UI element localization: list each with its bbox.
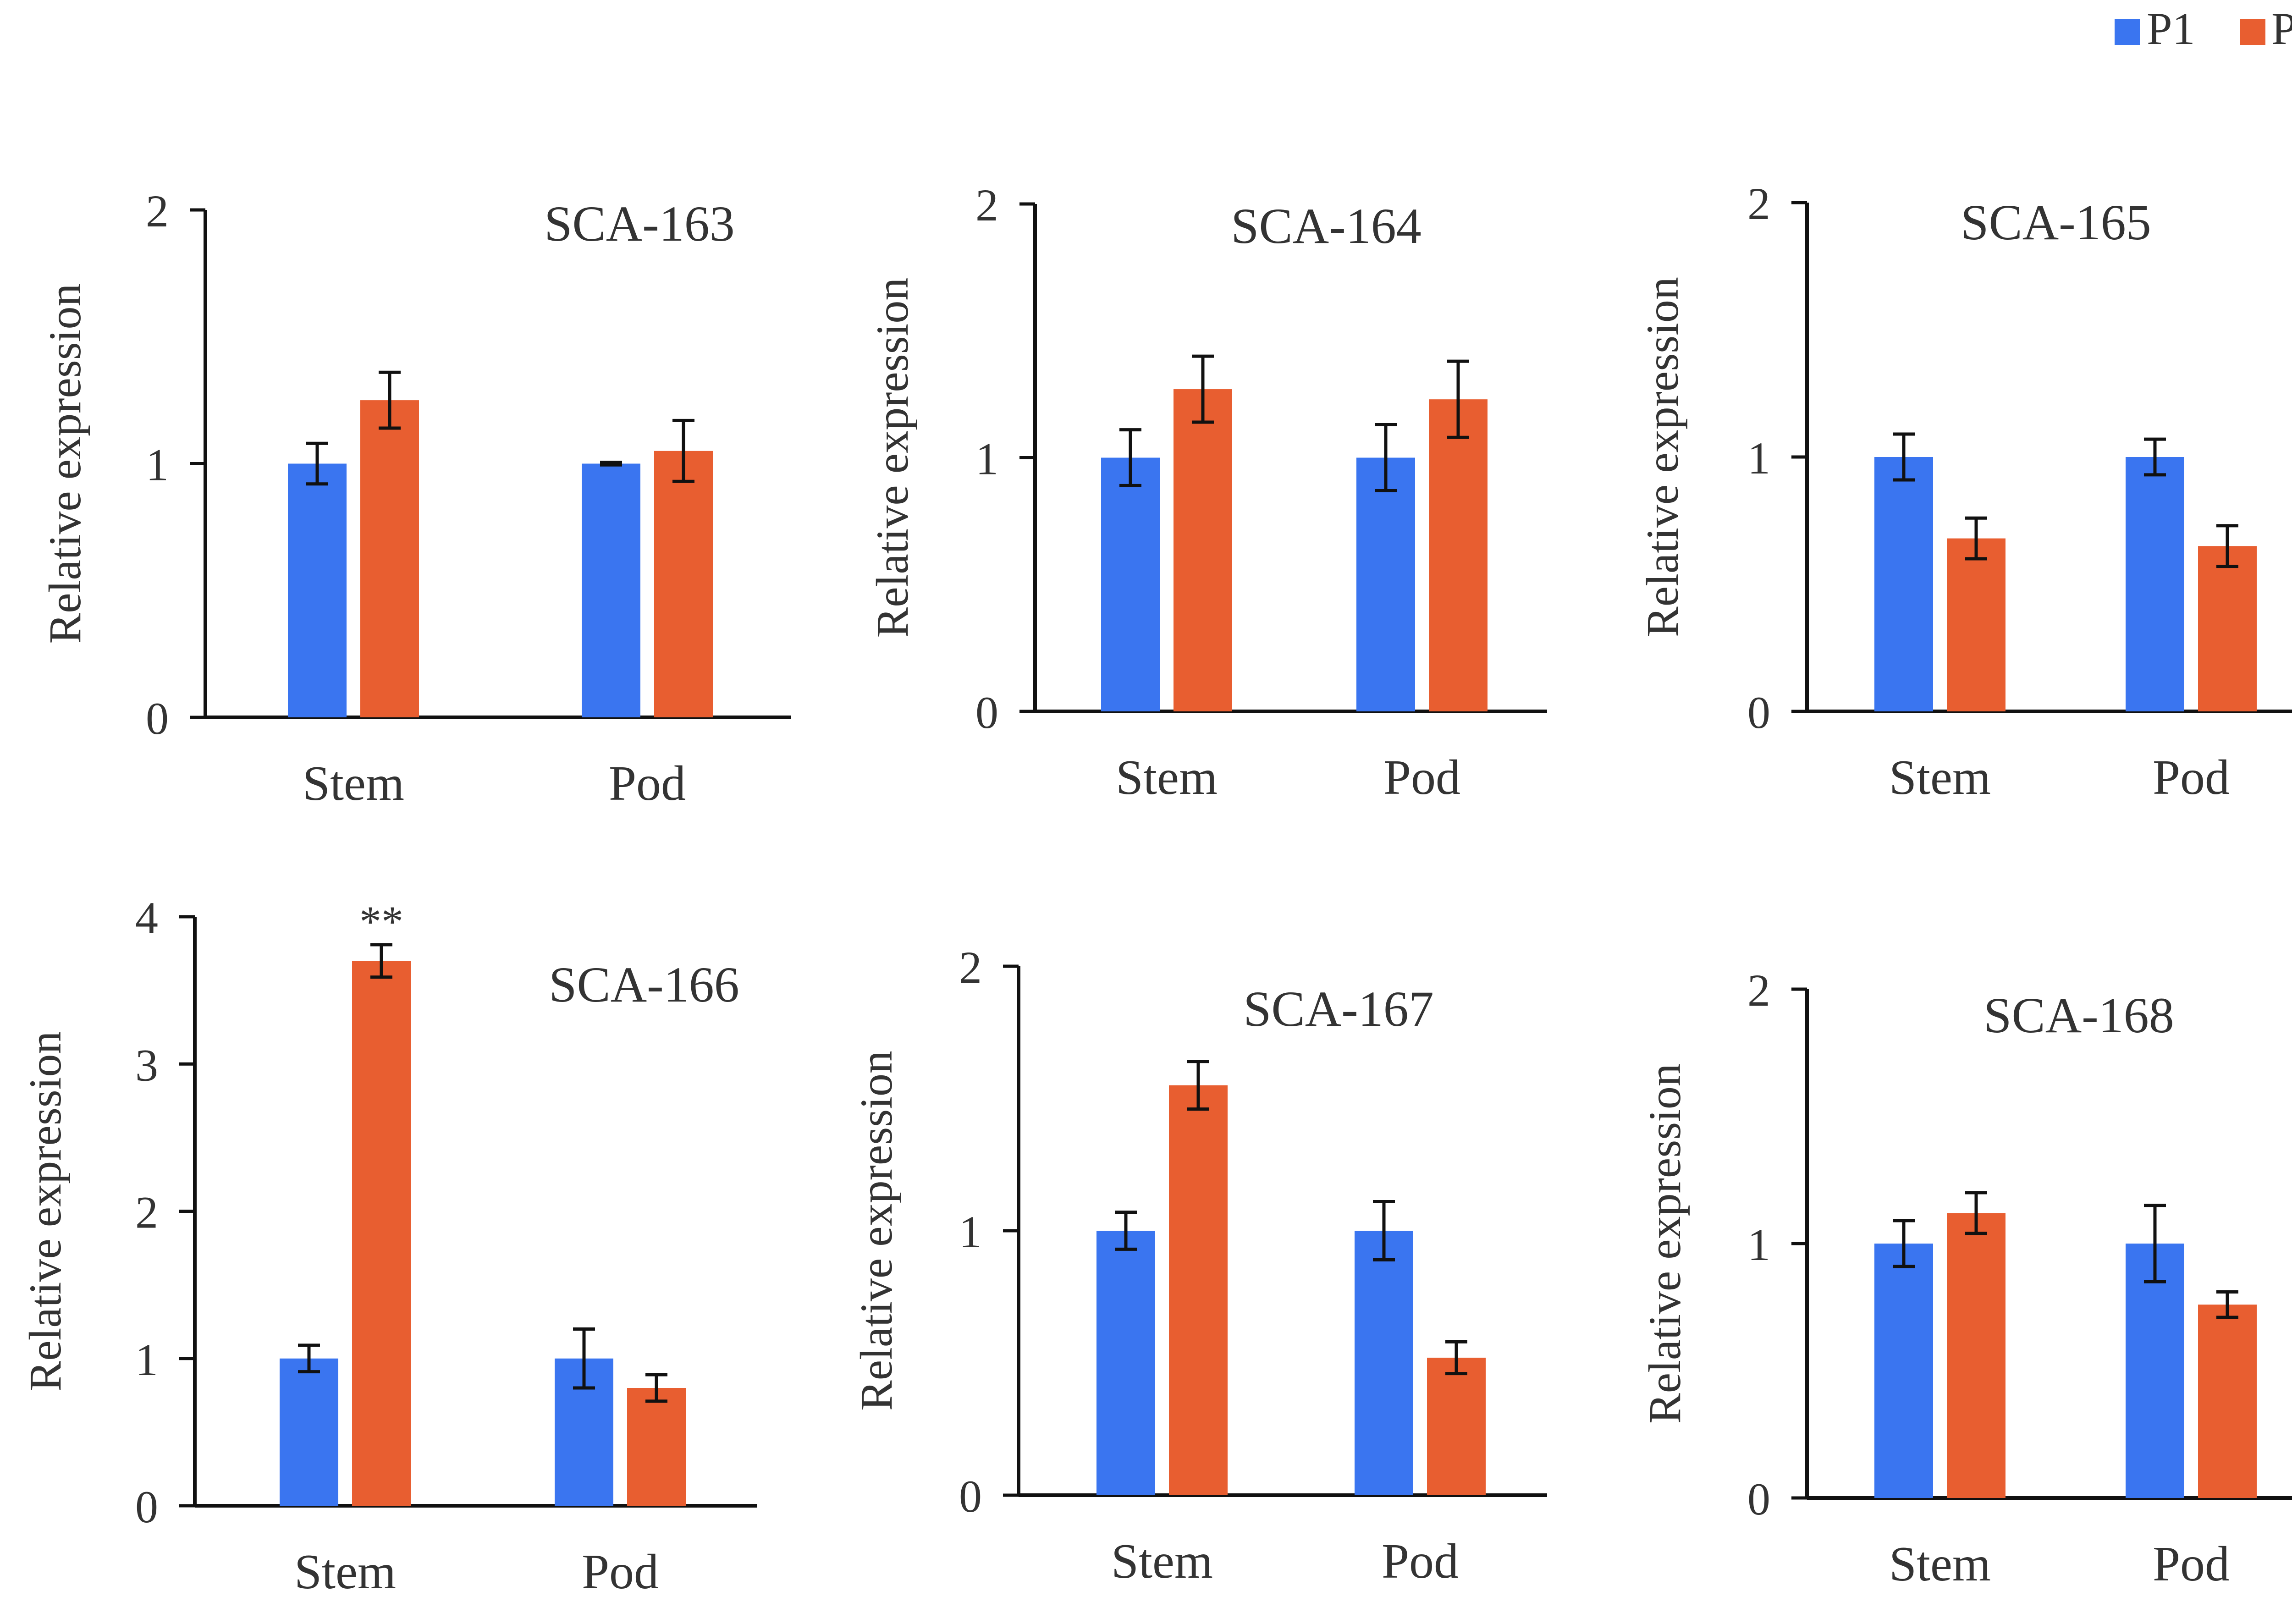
legend: P1 P2 xyxy=(2115,3,2292,54)
bar-p1-stem xyxy=(1101,457,1160,711)
bar-p1-stem xyxy=(280,1358,338,1506)
y-tick-label: 0 xyxy=(146,693,169,744)
y-tick-label: 0 xyxy=(1747,1474,1770,1525)
chart-title: SCA-166 xyxy=(549,957,739,1013)
bar-p2-stem xyxy=(360,400,419,717)
y-tick-label: 1 xyxy=(1747,433,1770,484)
x-category-label: Stem xyxy=(1116,750,1218,805)
x-category-label: Stem xyxy=(303,756,404,811)
chart-title: SCA-164 xyxy=(1231,198,1421,254)
chart-panel-sca-164: 0 1 2 Relative expression SCA-164 Stem Pod xyxy=(867,180,1547,805)
chart-panel-sca-163: 0 1 2 Relative expression SCA-163 Stem Pod xyxy=(39,186,791,811)
bar-p1-pod xyxy=(582,463,640,717)
bar-p2-stem xyxy=(1947,538,2006,711)
bar-p1-stem xyxy=(1874,457,1933,711)
y-axis-title: Relative expression xyxy=(1637,277,1688,637)
x-category-label: Pod xyxy=(2153,1537,2230,1591)
bar-p1-stem xyxy=(288,463,347,717)
significance-label: ** xyxy=(359,897,403,946)
x-category-label: Stem xyxy=(1889,1537,1991,1591)
bar-p2-stem xyxy=(1169,1085,1228,1495)
legend-swatch-p2 xyxy=(2240,19,2265,45)
chart-panel-sca-168: 0 1 2 Relative expression SCA-168 Stem Pod xyxy=(1639,965,2292,1591)
bar-p2-stem xyxy=(1947,1213,2006,1498)
chart-panel-sca-166: 0 1 2 3 4 Relative expression SCA-166 Stem Pod ** xyxy=(20,892,757,1599)
x-category-label: Stem xyxy=(1111,1534,1213,1589)
bar-p1-pod xyxy=(2126,457,2184,711)
legend-label-p2: P2 xyxy=(2271,3,2292,54)
y-tick-label: 1 xyxy=(146,440,169,490)
bar-p1-stem xyxy=(1096,1231,1155,1495)
bar-p1-pod xyxy=(2126,1244,2184,1498)
bar-p2-stem xyxy=(1174,389,1232,711)
y-tick-label: 1 xyxy=(959,1206,982,1257)
legend-label-p1: P1 xyxy=(2147,3,2195,54)
y-tick-label: 2 xyxy=(959,942,982,993)
chart-panel-sca-167: 0 1 2 Relative expression SCA-167 Stem Pod xyxy=(851,942,1547,1589)
y-axis-title: Relative expression xyxy=(851,1051,902,1411)
y-tick-label: 1 xyxy=(135,1334,158,1385)
legend-swatch-p1 xyxy=(2115,19,2140,45)
bar-p2-stem xyxy=(352,961,411,1506)
y-tick-label: 2 xyxy=(146,186,169,237)
y-tick-label: 4 xyxy=(135,892,158,943)
y-tick-label: 2 xyxy=(135,1187,158,1238)
y-tick-label: 2 xyxy=(975,180,998,231)
bar-p2-pod xyxy=(654,451,713,717)
bar-p1-pod xyxy=(1356,457,1415,711)
bar-p2-pod xyxy=(2198,546,2257,711)
chart-title: SCA-168 xyxy=(1983,987,2174,1043)
x-category-label: Pod xyxy=(2153,750,2230,805)
x-category-label: Stem xyxy=(1889,750,1991,805)
x-category-label: Pod xyxy=(609,756,686,811)
bar-p1-stem xyxy=(1874,1244,1933,1498)
y-tick-label: 0 xyxy=(975,687,998,738)
chart-title: SCA-165 xyxy=(1961,194,2151,250)
chart-panels: 0 1 2 Relative expression SCA-163 Stem Pod 0 1 2 R… xyxy=(20,178,2292,1599)
x-category-label: Pod xyxy=(1383,750,1460,805)
y-tick-label: 1 xyxy=(1747,1219,1770,1270)
y-tick-label: 2 xyxy=(1747,965,1770,1016)
y-tick-label: 2 xyxy=(1747,178,1770,229)
bar-p2-pod xyxy=(1429,399,1488,711)
bar-p2-pod xyxy=(1427,1357,1486,1495)
y-axis-title: Relative expression xyxy=(20,1031,71,1392)
chart-title: SCA-163 xyxy=(544,196,735,252)
y-tick-label: 1 xyxy=(975,434,998,484)
y-tick-label: 3 xyxy=(135,1040,158,1090)
y-axis-title: Relative expression xyxy=(39,284,90,644)
y-tick-label: 0 xyxy=(1747,687,1770,738)
x-category-label: Stem xyxy=(294,1545,396,1599)
x-category-label: Pod xyxy=(1382,1534,1459,1589)
bar-p2-pod xyxy=(2198,1305,2257,1498)
y-axis-title: Relative expression xyxy=(1639,1063,1690,1424)
bar-p1-pod xyxy=(1355,1231,1413,1495)
bar-p2-pod xyxy=(627,1388,686,1506)
x-category-label: Pod xyxy=(582,1545,659,1599)
chart-title: SCA-167 xyxy=(1243,981,1434,1037)
y-tick-label: 0 xyxy=(135,1481,158,1532)
chart-panel-sca-165: 0 1 2 Relative expression SCA-165 Stem Pod xyxy=(1637,178,2292,805)
y-tick-label: 0 xyxy=(959,1471,982,1522)
y-axis-title: Relative expression xyxy=(867,278,918,638)
